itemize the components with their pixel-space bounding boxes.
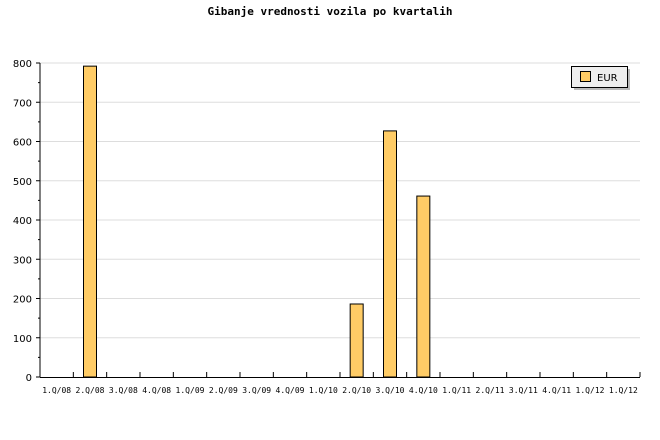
y-tick-label: 700 xyxy=(13,98,32,109)
x-tick-label: 4.Q/09 xyxy=(276,386,305,395)
y-tick-label: 400 xyxy=(13,216,32,227)
bar xyxy=(83,65,97,378)
x-tick-label: 4.Q/11 xyxy=(542,386,571,395)
y-tick-label: 0 xyxy=(26,373,32,384)
y-tick-label: 800 xyxy=(13,59,32,70)
y-tick-label: 600 xyxy=(13,138,32,149)
bar xyxy=(349,303,364,378)
x-tick-label: 4.Q/10 xyxy=(409,386,438,395)
y-tick-label: 100 xyxy=(13,334,32,345)
x-tick-label: 1.Q/12 xyxy=(609,386,638,395)
x-tick-label: 4.Q/08 xyxy=(142,386,171,395)
legend-label: EUR xyxy=(597,73,618,84)
x-tick-label: 2.Q/11 xyxy=(476,386,505,395)
x-tick-label: 1.Q/10 xyxy=(309,386,338,395)
x-tick-label: 2.Q/09 xyxy=(209,386,238,395)
x-tick-label: 3.Q/09 xyxy=(242,386,271,395)
x-tick-label: 3.Q/10 xyxy=(376,386,405,395)
y-tick-label: 300 xyxy=(13,255,32,266)
x-tick-label: 3.Q/08 xyxy=(109,386,138,395)
x-tick-label: 1.Q/12 xyxy=(576,386,605,395)
y-tick-label: 500 xyxy=(13,177,32,188)
y-tick-label: 200 xyxy=(13,295,32,306)
x-tick-label: 1.Q/11 xyxy=(442,386,471,395)
x-tick-label: 3.Q/11 xyxy=(509,386,538,395)
x-tick-label: 2.Q/08 xyxy=(76,386,105,395)
legend-swatch xyxy=(580,71,591,82)
bar xyxy=(416,195,431,378)
x-tick-label: 1.Q/08 xyxy=(42,386,71,395)
x-tick-label: 1.Q/09 xyxy=(176,386,205,395)
x-tick-label: 2.Q/10 xyxy=(342,386,371,395)
chart-title: Gibanje vrednosti vozila po kvartalih xyxy=(207,5,452,18)
bar xyxy=(383,130,397,378)
